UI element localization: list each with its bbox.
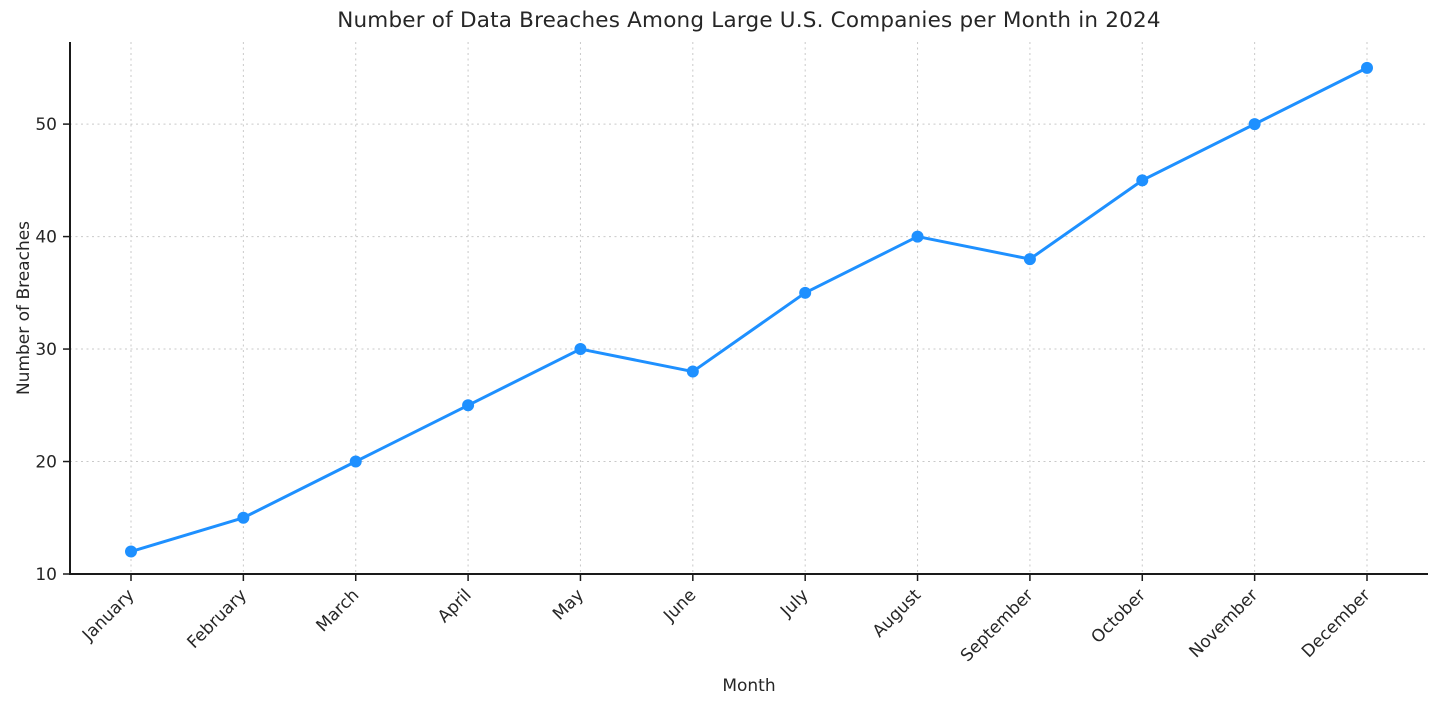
data-point: [1023, 253, 1036, 266]
data-point: [125, 545, 137, 558]
x-tick-label: December: [1298, 585, 1374, 661]
data-point: [1361, 61, 1373, 74]
y-axis-label: Number of Breaches: [14, 220, 34, 396]
data-line: [129, 66, 1369, 554]
data-point: [349, 455, 362, 468]
x-tick-label: September: [957, 585, 1038, 666]
x-tick-label: November: [1185, 585, 1262, 662]
x-axis-label: Month: [722, 676, 776, 696]
x-tick-label: March: [312, 585, 363, 636]
x-tick-label: January: [78, 585, 138, 645]
axis-ticks: 10 20 30 40 50 January February March April May Ju…: [35, 115, 1374, 666]
y-tick-label: 10: [35, 565, 57, 585]
gridlines: [70, 42, 1428, 574]
x-tick-label: October: [1088, 585, 1150, 647]
y-tick-label: 50: [35, 115, 57, 135]
data-point: [574, 343, 587, 356]
x-tick-label: July: [776, 585, 812, 621]
data-markers: [125, 61, 1373, 558]
x-tick-label: June: [659, 585, 700, 626]
y-tick-label: 30: [35, 340, 57, 360]
data-point: [462, 399, 475, 412]
data-point: [799, 286, 812, 299]
y-tick-label: 40: [35, 228, 57, 248]
axes-spines: [69, 42, 1428, 575]
x-tick-label: August: [869, 585, 925, 641]
data-point: [237, 511, 250, 524]
data-point: [686, 365, 699, 378]
x-tick-label: May: [549, 585, 588, 624]
data-point: [911, 230, 924, 243]
x-tick-label: February: [183, 585, 250, 652]
x-tick-label: April: [434, 585, 476, 627]
data-point: [1248, 118, 1261, 131]
chart-title: Number of Data Breaches Among Large U.S.…: [337, 8, 1161, 33]
y-tick-label: 20: [35, 453, 57, 473]
data-point: [1136, 174, 1149, 187]
